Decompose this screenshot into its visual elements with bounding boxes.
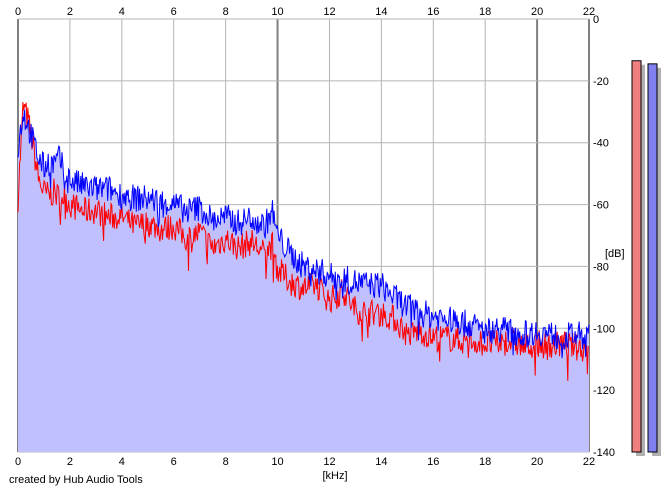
x-tick-label-top: 16 <box>427 6 439 18</box>
x-tick-label-bottom: 20 <box>531 456 543 468</box>
x-tick-label-bottom: 0 <box>15 456 21 468</box>
level-meter-left <box>631 60 642 453</box>
x-tick-label-top: 10 <box>271 6 283 18</box>
x-tick-label-top: 2 <box>67 6 73 18</box>
x-tick-label-top: 22 <box>583 6 595 18</box>
series-line-1 <box>17 102 590 381</box>
level-meters <box>631 60 661 456</box>
x-tick-label-bottom: 12 <box>323 456 335 468</box>
x-tick-label-top: 0 <box>15 6 21 18</box>
x-tick-label-bottom: 18 <box>479 456 491 468</box>
x-tick-label-bottom: 4 <box>119 456 125 468</box>
x-tick-label-bottom: 22 <box>583 456 595 468</box>
x-tick-label-top: 14 <box>375 6 387 18</box>
credit-text: created by Hub Audio Tools <box>9 474 143 486</box>
x-tick-label-top: 6 <box>171 6 177 18</box>
x-tick-label-bottom: 6 <box>171 456 177 468</box>
y-axis-label: [dB] <box>605 248 625 260</box>
y-tick-label: -20 <box>593 76 609 88</box>
x-tick-label-bottom: 10 <box>271 456 283 468</box>
y-tick-label: 0 <box>593 14 599 26</box>
level-meter-right <box>647 63 658 453</box>
x-tick-label-bottom: 8 <box>223 456 229 468</box>
x-tick-label-top: 8 <box>223 6 229 18</box>
x-tick-label-top: 4 <box>119 6 125 18</box>
series-line-2 <box>17 110 590 359</box>
y-tick-label: -100 <box>593 323 615 335</box>
x-tick-label-bottom: 14 <box>375 456 387 468</box>
y-tick-label: -40 <box>593 138 609 150</box>
x-tick-label-bottom: 2 <box>67 456 73 468</box>
y-tick-label: -60 <box>593 200 609 212</box>
x-tick-label-top: 12 <box>323 6 335 18</box>
y-tick-label: -140 <box>593 447 615 459</box>
y-tick-label: -80 <box>593 261 609 273</box>
tick-labels: 002244668810101212141416161818202022220-… <box>15 6 615 468</box>
y-tick-label: -120 <box>593 385 615 397</box>
series-lines <box>17 102 590 381</box>
spectrum-fill-area <box>18 102 589 452</box>
x-tick-label-bottom: 16 <box>427 456 439 468</box>
x-tick-label-top: 18 <box>479 6 491 18</box>
x-tick-label-top: 20 <box>531 6 543 18</box>
x-axis-label: [kHz] <box>322 470 347 482</box>
